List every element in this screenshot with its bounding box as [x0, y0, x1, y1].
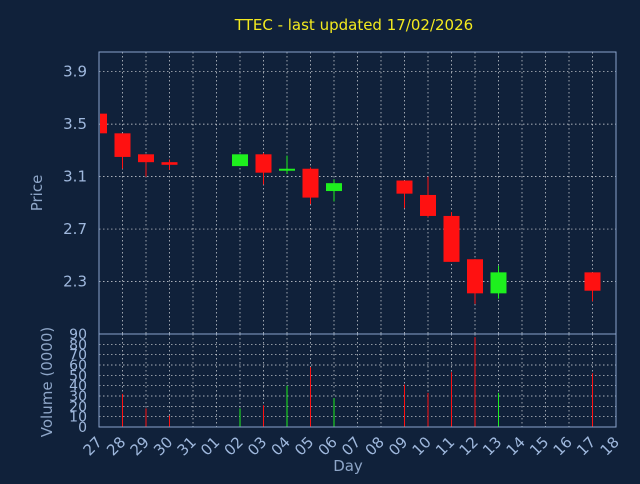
candle-body — [303, 169, 319, 198]
x-tick-label: 15 — [526, 433, 552, 459]
x-tick-label: 16 — [550, 433, 576, 459]
candle-body — [162, 162, 178, 165]
price-tick-label: 3.5 — [63, 115, 87, 133]
x-tick-label: 02 — [221, 433, 247, 459]
candle — [326, 179, 342, 201]
candle-body — [467, 259, 483, 293]
price-grid — [99, 52, 616, 334]
candle-body — [420, 195, 436, 216]
volume-tick-label: 0 — [78, 420, 87, 436]
x-tick-label: 18 — [597, 433, 623, 459]
candle — [256, 153, 272, 184]
x-tick-label: 13 — [479, 433, 505, 459]
x-tick-label: 09 — [385, 433, 411, 459]
candle-body — [115, 133, 131, 157]
candle — [99, 112, 107, 134]
candle — [303, 167, 319, 204]
candle — [162, 160, 178, 170]
price-axis-label: Price — [28, 175, 46, 212]
price-tick-label: 3.1 — [63, 168, 87, 186]
x-tick-labels: 2728293031010203040506070809101112131415… — [80, 433, 623, 459]
price-tick-label: 2.7 — [63, 220, 87, 238]
x-tick-label: 08 — [362, 433, 388, 459]
x-tick-label: 07 — [338, 433, 364, 459]
x-tick-label: 01 — [197, 433, 223, 459]
candle — [420, 177, 436, 218]
x-tick-label: 10 — [409, 433, 435, 459]
x-tick-label: 06 — [315, 433, 341, 459]
x-tick-label: 14 — [503, 433, 529, 459]
x-tick-label: 30 — [150, 433, 176, 459]
candle — [585, 272, 601, 301]
x-tick-label: 04 — [268, 433, 294, 459]
x-tick-label: 12 — [456, 433, 482, 459]
candle-body — [444, 216, 460, 262]
candle — [232, 154, 248, 166]
candle — [279, 156, 295, 174]
volume-axis-label: Volume (0000) — [38, 327, 56, 437]
candle-body — [326, 183, 342, 191]
candle-body — [279, 169, 295, 171]
candle-body — [585, 272, 601, 290]
x-tick-label: 11 — [432, 433, 458, 459]
x-tick-label: 27 — [80, 433, 106, 459]
candle — [491, 266, 507, 299]
volume-panel-frame — [99, 334, 616, 427]
candle — [115, 133, 131, 168]
candle — [138, 154, 154, 176]
candle-body — [491, 272, 507, 293]
price-tick-label: 2.3 — [63, 273, 87, 291]
price-tick-label: 3.9 — [63, 63, 87, 81]
x-tick-label: 28 — [103, 433, 129, 459]
x-tick-label: 03 — [244, 433, 270, 459]
candle — [444, 212, 460, 262]
candle-body — [232, 154, 248, 166]
candle-body — [256, 154, 272, 172]
candle — [397, 181, 413, 209]
candle-body — [397, 181, 413, 194]
chart-title: TTEC - last updated 17/02/2026 — [234, 16, 473, 34]
candles-layer — [99, 112, 601, 303]
x-axis-label: Day — [333, 457, 363, 475]
candle — [467, 259, 483, 304]
x-tick-label: 05 — [291, 433, 317, 459]
candle-body — [100, 114, 107, 134]
x-tick-label: 17 — [573, 433, 599, 459]
x-tick-label: 31 — [174, 433, 200, 459]
price-tick-labels: 3.9 3.5 3.1 2.7 2.3 — [63, 63, 87, 291]
x-tick-label: 29 — [127, 433, 153, 459]
candle-body — [138, 154, 154, 162]
volume-grid — [99, 334, 616, 427]
